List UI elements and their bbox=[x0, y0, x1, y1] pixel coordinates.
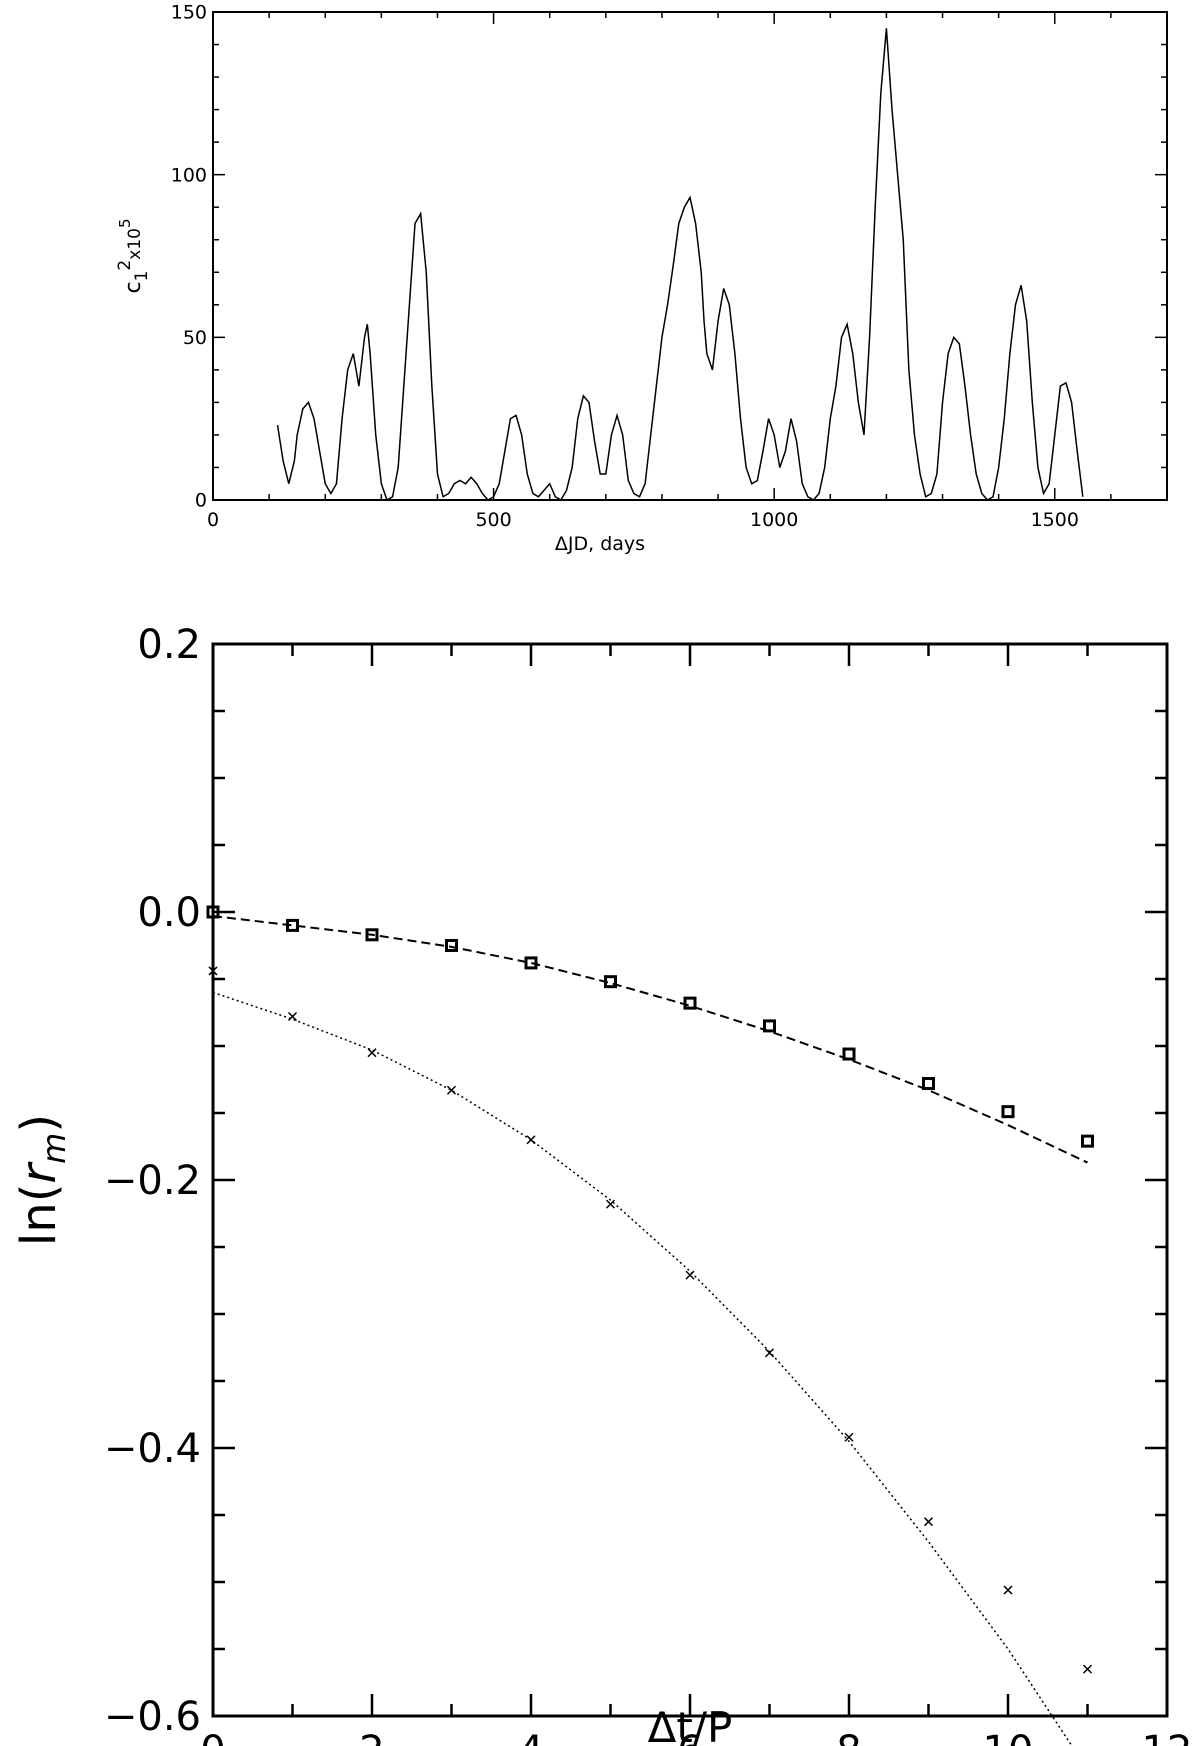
top-y-label-sup: 2 bbox=[115, 260, 135, 271]
panel-top-chart: 0 500 1000 1500 0 50 100 150 ΔJD, days c12x105 bbox=[115, 2, 1168, 555]
c1-squared-series-line bbox=[276, 28, 1084, 502]
top-y-label-mid: x10 bbox=[125, 228, 145, 260]
bottom-y-label-close: ) bbox=[11, 1114, 67, 1133]
top-series bbox=[276, 28, 1084, 502]
dashed-fit-line bbox=[212, 915, 1088, 1164]
x-tick-label: 500 bbox=[475, 509, 511, 531]
cross-marker bbox=[287, 1011, 298, 1022]
square-marker bbox=[683, 996, 697, 1010]
x-tick-label: 10 bbox=[983, 1728, 1034, 1746]
bottom-y-label-sub: m bbox=[35, 1133, 73, 1164]
dotted-fit-line bbox=[212, 991, 1073, 1746]
square-marker bbox=[1001, 1105, 1015, 1119]
y-tick-label: 0.0 bbox=[137, 890, 201, 936]
bottom-series bbox=[206, 905, 1094, 1746]
bottom-y-label-base: ln( bbox=[11, 1184, 67, 1246]
svg-text:c12x105: c12x105 bbox=[115, 218, 152, 293]
svg-text:ln(rm): ln(rm) bbox=[11, 1114, 73, 1246]
square-marker bbox=[1081, 1134, 1094, 1148]
square-marker bbox=[842, 1047, 856, 1061]
square-marker bbox=[763, 1019, 776, 1033]
cross-marker bbox=[605, 1199, 616, 1209]
x-tick-label: 0 bbox=[207, 509, 219, 531]
x-tick-label: 1500 bbox=[1031, 509, 1079, 531]
top-ticks: 0 500 1000 1500 0 50 100 150 bbox=[171, 2, 1168, 531]
y-tick-label: −0.2 bbox=[104, 1158, 201, 1204]
cross-marker bbox=[208, 966, 218, 976]
cross-marker bbox=[685, 1270, 695, 1280]
x-tick-label: 2 bbox=[359, 1728, 384, 1746]
top-plot-frame bbox=[212, 11, 1168, 501]
y-tick-label: −0.4 bbox=[104, 1426, 201, 1472]
x-tick-label: 12 bbox=[1142, 1728, 1193, 1746]
cross-marker bbox=[367, 1048, 377, 1058]
cross-marker bbox=[844, 1432, 854, 1442]
bottom-y-label-italic: r bbox=[11, 1161, 67, 1184]
y-tick-label: 0.2 bbox=[137, 622, 201, 668]
top-y-label-sub: 1 bbox=[132, 271, 152, 282]
top-y-label-base: c bbox=[121, 281, 146, 293]
x-tick-label: 8 bbox=[836, 1728, 861, 1746]
square-marker bbox=[922, 1077, 935, 1091]
x-tick-label: 0 bbox=[200, 1728, 225, 1746]
top-y-axis-label: c12x105 bbox=[115, 218, 152, 293]
x-tick-label: 6 bbox=[677, 1728, 702, 1746]
x-tick-label: 1000 bbox=[750, 509, 798, 531]
square-marker bbox=[445, 939, 458, 952]
cross-marker bbox=[1082, 1664, 1093, 1674]
bottom-x-axis-label: Δt/P bbox=[648, 1703, 733, 1746]
bottom-plot-frame bbox=[211, 642, 1169, 1718]
bottom-ticks: 0 2 4 6 8 10 12 −0.6 −0.4 −0.2 0.0 0.2 bbox=[104, 622, 1193, 1746]
y-tick-label: 100 bbox=[171, 164, 207, 186]
y-tick-label: 0 bbox=[195, 490, 207, 512]
cross-marker bbox=[923, 1517, 934, 1527]
top-y-label-sup2: 5 bbox=[116, 218, 134, 228]
y-tick-label: 50 bbox=[183, 327, 207, 349]
y-tick-label: 150 bbox=[171, 2, 207, 24]
cross-marker bbox=[446, 1085, 457, 1095]
bottom-y-axis-label: ln(rm) bbox=[11, 1114, 73, 1246]
panel-bottom-chart: 0 2 4 6 8 10 12 −0.6 −0.4 −0.2 0.0 0.2 Δt/P ln(rm) bbox=[11, 622, 1192, 1746]
y-tick-label: −0.6 bbox=[104, 1694, 201, 1740]
top-x-axis-label: ΔJD, days bbox=[555, 533, 645, 555]
cross-marker bbox=[1003, 1585, 1013, 1595]
x-tick-label: 4 bbox=[518, 1728, 543, 1746]
